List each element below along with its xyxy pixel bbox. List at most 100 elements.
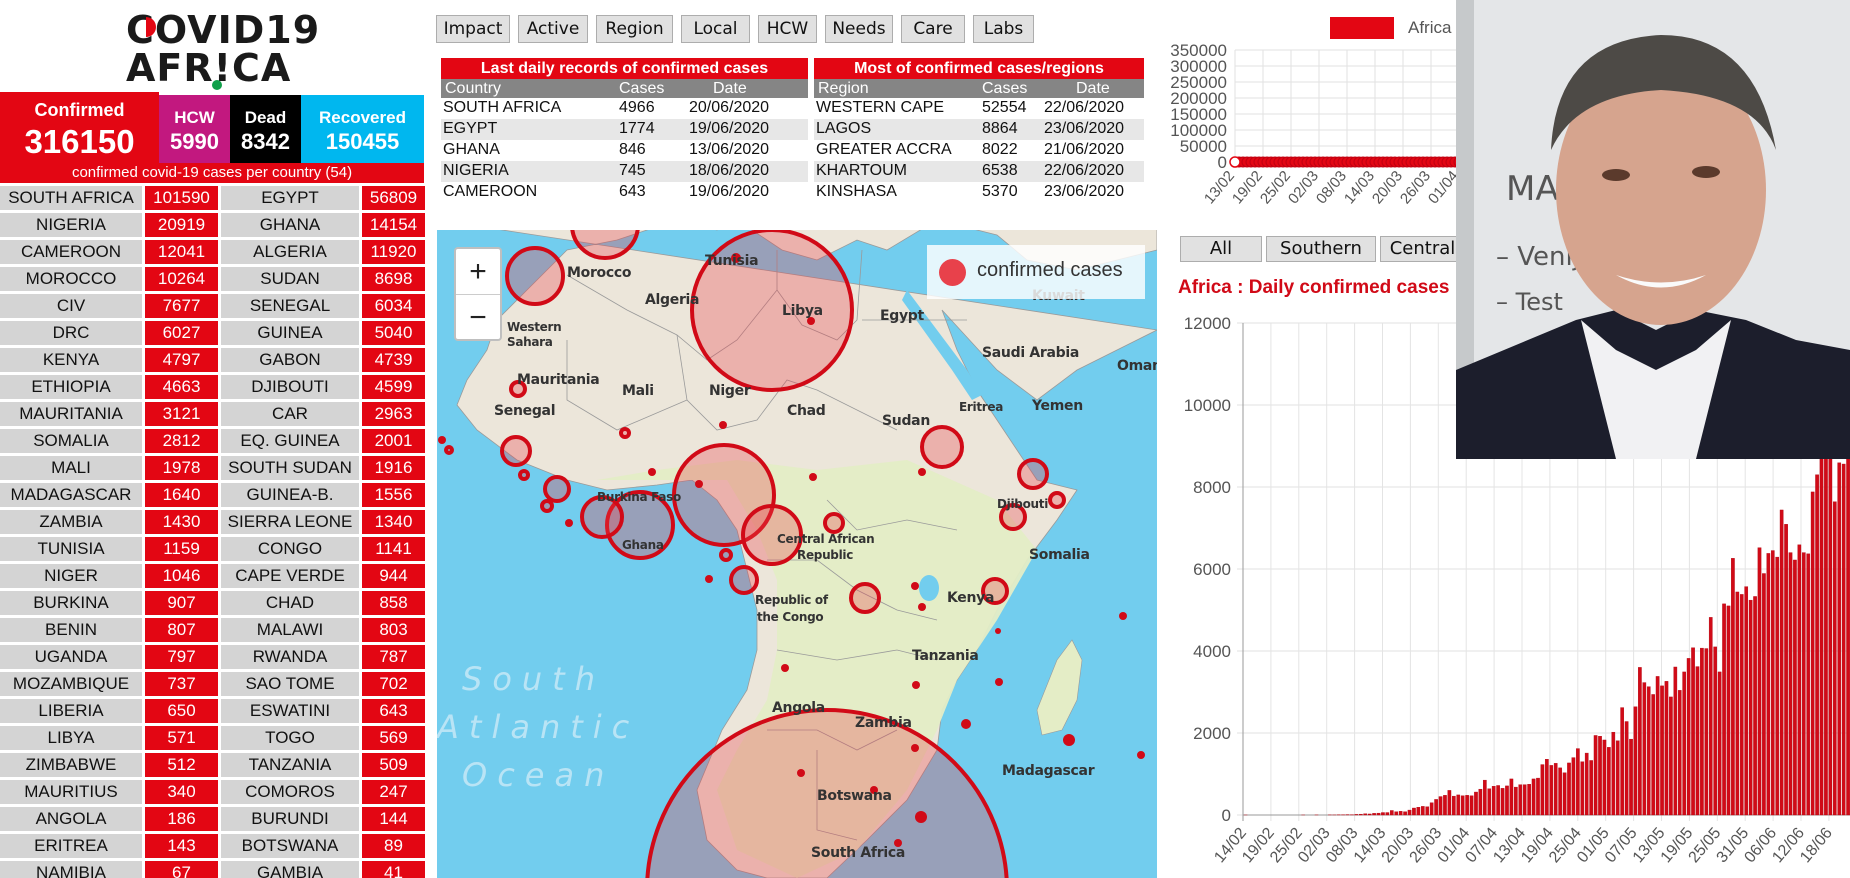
stat-dead-label: Dead (244, 108, 287, 127)
svg-text:12000: 12000 (1184, 314, 1231, 333)
svg-text:300000: 300000 (1170, 57, 1227, 76)
region-tab-all[interactable]: All (1180, 236, 1262, 262)
stat-recovered-label: Recovered (319, 108, 406, 127)
country-cases: 1340 (362, 510, 425, 534)
country-row: BURKINA 907 CHAD 858 (0, 590, 425, 617)
country-cases: 6034 (362, 294, 425, 318)
stat-hcw-label: HCW (174, 108, 215, 127)
map-label: Egypt (880, 308, 924, 324)
country-cases-table: SOUTH AFRICA 101590 EGYPT 56809 NIGERIA 20919… (0, 185, 425, 878)
country-name: MOZAMBIQUE (0, 672, 142, 696)
svg-text:MA: MA (1506, 169, 1559, 209)
country-name: ESWATINI (221, 699, 359, 723)
region-tab-southern[interactable]: Southern (1266, 236, 1376, 262)
country-name: CIV (0, 294, 142, 318)
table-row: CAMEROON 643 19/06/2020 (441, 182, 808, 203)
header-country: Country (445, 80, 502, 97)
country-cases: 1916 (362, 456, 425, 480)
country-name: EQ. GUINEA (221, 429, 359, 453)
svg-text:2000: 2000 (1193, 724, 1231, 743)
map-label: Somalia (1029, 547, 1090, 563)
ocean-label-3: Ocean (462, 756, 615, 794)
header-date: Date (1076, 80, 1110, 97)
map-label: Sahara (507, 335, 553, 349)
country-cases: 944 (362, 564, 425, 588)
table-row: LAGOS 8864 23/06/2020 (814, 119, 1144, 140)
tab-care[interactable]: Care (901, 15, 965, 43)
country-cases: 4599 (362, 375, 425, 399)
country-table-title: confirmed covid-19 cases per country (54… (0, 163, 424, 183)
zoom-in-button[interactable]: + (469, 255, 487, 288)
country-name: TUNISIA (0, 537, 142, 561)
legend-dot-icon (939, 259, 966, 286)
tab-hcw[interactable]: HCW (758, 15, 817, 43)
country-cases: 89 (362, 834, 425, 858)
country-cases: 807 (145, 618, 218, 642)
logo-green-dot-icon (212, 80, 222, 90)
table-row: GREATER ACCRA 8022 21/06/2020 (814, 140, 1144, 161)
country-cases: 2963 (362, 402, 425, 426)
map-label: Republic of (755, 593, 828, 607)
country-name: COMOROS (221, 780, 359, 804)
cases-cell: 52554 (982, 99, 1027, 116)
map-label: Yemen (1032, 398, 1083, 414)
name-cell: SOUTH AFRICA (443, 99, 562, 116)
country-cases: 787 (362, 645, 425, 669)
country-cases: 737 (145, 672, 218, 696)
covid19-africa-logo: COVID19 AFR!CA (126, 8, 319, 90)
country-cases: 67 (145, 861, 218, 878)
country-name: MADAGASCAR (0, 483, 142, 507)
country-name: MAURITIUS (0, 780, 142, 804)
country-cases: 101590 (145, 186, 218, 210)
map-label: Chad (787, 403, 826, 419)
country-cases: 247 (362, 780, 425, 804)
svg-text:0: 0 (1222, 806, 1231, 825)
svg-text:10000: 10000 (1184, 396, 1231, 415)
svg-text:14/03: 14/03 (1341, 168, 1378, 208)
map-label: Libya (782, 303, 823, 319)
country-row: NAMIBIA 67 GAMBIA 41 (0, 860, 425, 878)
country-name: DRC (0, 321, 142, 345)
cases-cell: 8864 (982, 120, 1018, 137)
country-name: ZAMBIA (0, 510, 142, 534)
country-row: DRC 6027 GUINEA 5040 (0, 320, 425, 347)
country-name: ERITREA (0, 834, 142, 858)
logo-red-dot-icon (146, 17, 156, 37)
stat-recovered-value: 150455 (325, 129, 400, 154)
tab-active[interactable]: Active (518, 15, 588, 43)
date-cell: 22/06/2020 (1044, 99, 1125, 116)
country-name: KENYA (0, 348, 142, 372)
svg-text:350000: 350000 (1170, 41, 1227, 60)
country-cases: 5040 (362, 321, 425, 345)
cases-cell: 745 (619, 162, 646, 179)
country-name: GHANA (221, 213, 359, 237)
tab-needs[interactable]: Needs (825, 15, 893, 43)
country-row: MALI 1978 SOUTH SUDAN 1916 (0, 455, 425, 482)
country-name: GUINEA-B. (221, 483, 359, 507)
country-cases: 643 (362, 699, 425, 723)
map-label: Western (507, 320, 562, 334)
country-cases: 569 (362, 726, 425, 750)
country-cases: 1640 (145, 483, 218, 507)
svg-text:13/02: 13/02 (1201, 168, 1238, 208)
tab-local[interactable]: Local (681, 15, 750, 43)
svg-text:50000: 50000 (1180, 137, 1227, 156)
map-label: Republic (797, 548, 854, 562)
africa-map[interactable]: MoroccoTunisiaAlgeriaLibyaEgyptKuwaitSau… (437, 230, 1157, 878)
country-name: NIGER (0, 564, 142, 588)
tab-impact[interactable]: Impact (436, 15, 510, 43)
legend-label: confirmed cases (977, 259, 1123, 281)
country-cases: 143 (145, 834, 218, 858)
tab-labs[interactable]: Labs (973, 15, 1034, 43)
tab-region[interactable]: Region (596, 15, 673, 43)
map-label: Angola (772, 700, 825, 716)
map-label: Eritrea (959, 400, 1004, 414)
name-cell: EGYPT (443, 120, 498, 137)
country-row: LIBYA 571 TOGO 569 (0, 725, 425, 752)
name-cell: KINSHASA (816, 183, 897, 200)
region-tab-central[interactable]: Central (1380, 236, 1465, 262)
date-cell: 22/06/2020 (1044, 162, 1125, 179)
map-label: Algeria (645, 292, 700, 308)
map-label: Zambia (855, 715, 912, 731)
zoom-out-button[interactable]: − (456, 294, 500, 339)
